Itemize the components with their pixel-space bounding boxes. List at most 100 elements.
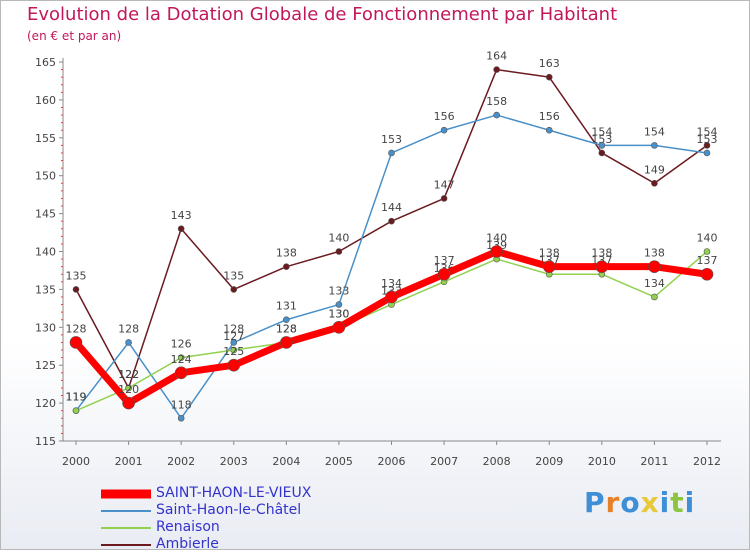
data-point-saint-haon-le-chatel [388,149,395,157]
data-label-renaison: 130 [328,307,349,320]
data-point-saint-haon-le-chatel [177,414,185,422]
data-label-ambierle: 144 [381,201,402,214]
legend-label: Ambierle [156,536,219,552]
data-label-saint-haon-le-vieux: 128 [66,322,87,335]
data-label-saint-haon-le-vieux: 130 [328,307,349,320]
series-line-renaison [75,250,708,412]
data-label-saint-haon-le-chatel: 131 [276,300,297,313]
data-point-saint-haon-le-vieux [595,260,609,273]
data-label-saint-haon-le-chatel: 153 [697,133,718,146]
data-point-ambierle [440,195,448,202]
data-point-ambierle [703,142,711,149]
legend-label: Renaison [156,519,220,535]
x-tick-label: 2003 [220,455,248,468]
data-label-ambierle: 138 [276,247,297,260]
legend-item-saint-haon-le-vieux[interactable]: SAINT-HAON-LE-VIEUX [101,485,311,502]
data-point-ambierle [283,263,290,270]
y-tick-label: 140 [35,246,56,259]
data-label-ambierle: 122 [118,368,139,381]
chart-subtitle: (en € et par an) [27,29,122,43]
x-tick-label: 2002 [167,455,195,468]
logo-letter: o [620,486,641,519]
legend-swatch-ambierle [101,543,151,546]
data-label-saint-haon-le-chatel: 128 [118,322,139,335]
data-label-saint-haon-le-vieux: 124 [171,353,192,366]
legend-item-ambierle[interactable]: Ambierle [101,536,311,553]
data-point-saint-haon-le-chatel [651,142,658,149]
data-point-renaison [72,407,80,414]
data-point-saint-haon-le-vieux [69,336,83,349]
data-point-saint-haon-le-vieux [174,366,188,380]
logo-letter: i [659,486,671,519]
data-point-saint-haon-le-chatel [440,126,448,134]
data-point-saint-haon-le-chatel [283,316,290,324]
data-label-ambierle: 154 [697,125,718,138]
y-tick-label: 125 [35,359,56,372]
legend-swatch-saint-haon-le-chatel [101,509,151,512]
logo-letter: r [605,486,621,519]
data-label-saint-haon-le-chatel: 133 [328,285,349,298]
y-tick-label: 130 [35,321,56,334]
legend-item-saint-haon-le-chatel[interactable]: Saint-Haon-le-Châtel [101,502,311,519]
y-tick-label: 155 [35,132,56,145]
data-label-ambierle: 149 [644,163,665,176]
data-point-renaison [230,346,238,354]
legend-swatch-saint-haon-le-vieux [101,489,151,498]
data-point-ambierle [72,286,80,293]
data-label-saint-haon-le-vieux: 137 [697,254,718,267]
logo-letter: t [670,486,685,519]
data-point-saint-haon-le-vieux [332,320,346,334]
data-label-ambierle: 143 [171,209,192,222]
data-label-saint-haon-le-chatel: 156 [434,110,455,123]
data-label-renaison: 128 [276,322,297,335]
data-point-saint-haon-le-vieux [385,290,398,304]
x-tick-label: 2012 [693,455,721,468]
logo-letter: x [640,486,660,519]
data-label-saint-haon-le-vieux: 125 [223,345,244,358]
y-tick-label: 135 [35,283,56,296]
data-label-ambierle: 164 [486,50,507,63]
x-tick-label: 2010 [588,455,616,468]
data-point-saint-haon-le-chatel [230,339,238,346]
data-point-ambierle [598,149,606,157]
data-point-ambierle [335,248,343,255]
logo-letter: P [584,486,606,519]
data-label-saint-haon-le-chatel: 158 [486,95,507,108]
x-tick-label: 2000 [62,455,90,468]
y-tick-label: 120 [35,397,56,410]
chart-title: Evolution de la Dotation Globale de Fonc… [27,4,618,25]
legend-item-renaison[interactable]: Renaison [101,519,311,536]
x-tick-label: 2011 [640,455,668,468]
data-label-renaison: 119 [66,391,87,404]
data-point-renaison [125,384,132,392]
data-point-ambierle [388,217,395,225]
data-label-renaison: 122 [118,368,139,381]
series-line-saint-haon-le-vieux [72,248,711,407]
data-point-ambierle [651,179,658,187]
data-label-saint-haon-le-chatel: 154 [644,125,665,138]
data-label-ambierle: 153 [591,133,612,146]
x-tick-label: 2008 [483,455,511,468]
data-label-renaison: 126 [171,338,192,351]
data-point-ambierle [545,73,553,81]
data-point-saint-haon-le-chatel [545,126,553,134]
x-tick-label: 2004 [272,455,300,468]
data-point-saint-haon-le-chatel [335,301,343,308]
legend-label: Saint-Haon-le-Châtel [156,502,302,518]
x-tick-label: 2005 [325,455,353,468]
legend-label: SAINT-HAON-LE-VIEUX [156,485,312,501]
data-label-saint-haon-le-vieux: 128 [276,322,297,335]
data-label-ambierle: 163 [539,57,560,70]
data-label-saint-haon-le-vieux: 137 [434,254,455,267]
data-label-saint-haon-le-chatel: 128 [223,322,244,335]
x-tick-label: 2009 [535,455,563,468]
data-label-saint-haon-le-vieux: 138 [644,247,665,260]
x-tick-label: 2001 [115,455,143,468]
data-point-saint-haon-le-vieux [122,396,135,410]
data-point-saint-haon-le-chatel [598,142,606,149]
data-point-saint-haon-le-vieux [648,260,661,273]
data-point-saint-haon-le-chatel [125,339,132,346]
data-label-saint-haon-le-vieux: 134 [381,277,402,290]
data-label-renaison: 140 [697,232,718,245]
